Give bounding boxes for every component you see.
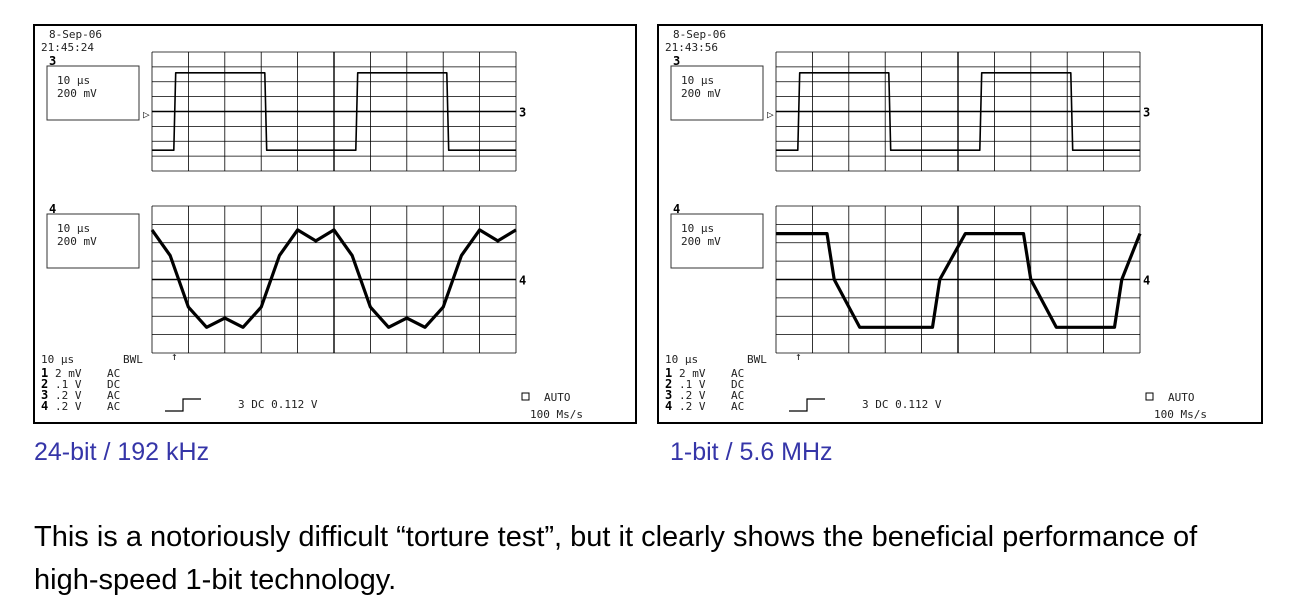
scope-date: 8-Sep-06 — [673, 28, 726, 41]
trace-marker: 4 — [519, 274, 526, 288]
channel-number: 3 — [41, 388, 48, 402]
channel-number: 1 — [41, 366, 48, 380]
channel-coupling: AC — [731, 367, 744, 380]
trace-marker: 4 — [1143, 274, 1150, 288]
trace-info-box — [46, 65, 140, 121]
bwl-label: BWL — [123, 353, 143, 366]
waveform-channel-3 — [152, 72, 516, 151]
sample-rate: 100 Ms/s — [1154, 408, 1207, 421]
caption-1bit: 1-bit / 5.6 MHz — [670, 438, 833, 466]
trace-timebase: 10 µs — [57, 74, 90, 87]
channel-coupling: AC — [107, 367, 120, 380]
auto-checkbox-icon — [521, 392, 530, 401]
scope-screenshot-right: 8-Sep-06 21:43:56 3 10 µs 200 mV 3 4 10 µs 200 m… — [657, 24, 1263, 424]
channel-number: 4 — [41, 399, 48, 413]
channel-scale: .2 V — [55, 389, 82, 402]
trace-marker: 3 — [1143, 106, 1150, 120]
waveform-channel-3 — [776, 72, 1140, 151]
channel-number: 1 — [665, 366, 672, 380]
trace-marker: 3 — [519, 106, 526, 120]
channel-scale: 2 mV — [679, 367, 706, 380]
channel-number: 2 — [41, 377, 48, 391]
trace-timebase: 10 µs — [57, 222, 90, 235]
trace-volts: 200 mV — [681, 87, 721, 100]
channel-coupling: AC — [731, 389, 744, 402]
trigger-setting: 3 DC 0.112 V — [862, 398, 942, 411]
upper-grid — [151, 51, 517, 172]
channel-scale: 2 mV — [55, 367, 82, 380]
channel-scale: .1 V — [55, 378, 82, 391]
lower-grid — [775, 205, 1141, 354]
lower-grid — [151, 205, 517, 354]
channel-number: 3 — [665, 388, 672, 402]
trigger-edge-icon — [165, 398, 201, 412]
scope-time: 21:45:24 — [41, 41, 94, 54]
bwl-label: BWL — [747, 353, 767, 366]
trace-timebase: 10 µs — [681, 74, 714, 87]
trigger-position-arrow: ↑ — [171, 350, 178, 363]
channel-coupling: DC — [731, 378, 744, 391]
body-paragraph: This is a notoriously difficult “torture… — [34, 521, 1198, 596]
trigger-level-icon: ▷ — [143, 108, 150, 121]
channel-scale: .1 V — [679, 378, 706, 391]
waveform-channel-4 — [150, 228, 517, 329]
trace-channel-label: 3 — [673, 54, 680, 68]
scope-screenshot-left: 8-Sep-06 21:45:24 3 10 µs 200 mV 3 4 10 µs 200 m… — [33, 24, 637, 424]
trigger-level-icon: ▷ — [767, 108, 774, 121]
bottom-timebase: 10 µs — [41, 353, 74, 366]
channel-coupling: AC — [731, 400, 744, 413]
channel-scale: .2 V — [55, 400, 82, 413]
trace-info-box — [670, 213, 764, 269]
sample-rate: 100 Ms/s — [530, 408, 583, 421]
trace-timebase: 10 µs — [681, 222, 714, 235]
trace-volts: 200 mV — [681, 235, 721, 248]
scope-time: 21:43:56 — [665, 41, 718, 54]
upper-grid — [775, 51, 1141, 172]
bottom-timebase: 10 µs — [665, 353, 698, 366]
trigger-position-arrow: ↑ — [795, 350, 802, 363]
auto-label: AUTO — [1168, 391, 1195, 404]
caption-24bit: 24-bit / 192 kHz — [34, 438, 210, 466]
trace-volts: 200 mV — [57, 87, 97, 100]
trace-info-box — [670, 65, 764, 121]
channel-coupling: DC — [107, 378, 120, 391]
auto-label: AUTO — [544, 391, 571, 404]
channel-scale: .2 V — [679, 400, 706, 413]
channel-number: 4 — [665, 399, 672, 413]
trace-volts: 200 mV — [57, 235, 97, 248]
trace-info-box — [46, 213, 140, 269]
trace-channel-label: 4 — [673, 202, 680, 216]
waveform-channel-4 — [776, 232, 1142, 329]
trace-channel-label: 4 — [49, 202, 56, 216]
channel-coupling: AC — [107, 400, 120, 413]
channel-number: 2 — [665, 377, 672, 391]
trigger-setting: 3 DC 0.112 V — [238, 398, 318, 411]
auto-checkbox-icon — [1145, 392, 1154, 401]
channel-coupling: AC — [107, 389, 120, 402]
channel-scale: .2 V — [679, 389, 706, 402]
trace-channel-label: 3 — [49, 54, 56, 68]
scope-date: 8-Sep-06 — [49, 28, 102, 41]
trigger-edge-icon — [789, 398, 825, 412]
